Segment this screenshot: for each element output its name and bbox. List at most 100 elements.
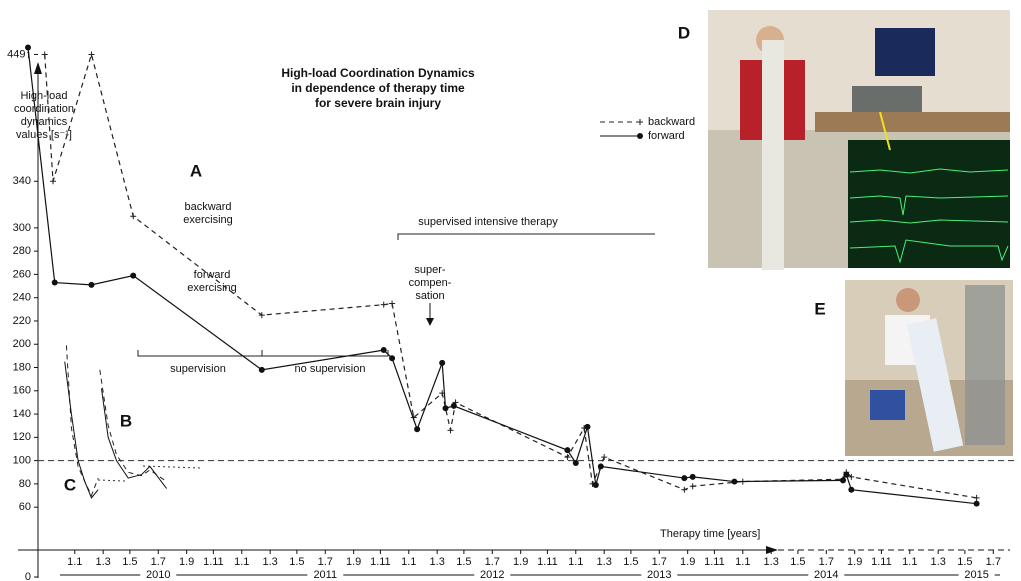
y-axis-label: High-load — [20, 90, 67, 102]
y-tick-label: 60 — [19, 501, 31, 513]
point — [731, 479, 737, 485]
x-tick-label: 1.9 — [847, 556, 862, 568]
annotation: forward — [194, 269, 231, 281]
point — [130, 213, 136, 219]
year-label: 2012 — [480, 569, 504, 581]
x-tick-label: 1.3 — [764, 556, 779, 568]
annotation: D — [678, 23, 690, 42]
annotation: no supervision — [295, 363, 366, 375]
y-tick-label: 100 — [13, 455, 31, 467]
photo-e — [845, 280, 1013, 456]
x-tick-label: 1.7 — [318, 556, 333, 568]
y-tick-label: 0 — [25, 571, 31, 581]
y-tick-label: 180 — [13, 361, 31, 373]
point — [690, 474, 696, 480]
point — [573, 460, 579, 466]
legend-marker — [637, 133, 643, 139]
point — [681, 475, 687, 481]
year-label: 2015 — [964, 569, 988, 581]
title: for severe brain injury — [315, 96, 441, 110]
point — [88, 51, 94, 57]
x-tick-label: 1.1 — [67, 556, 82, 568]
title: High-load Coordination Dynamics — [281, 66, 475, 80]
point — [601, 454, 607, 460]
x-tick-label: 1.5 — [456, 556, 471, 568]
x-tick-label: 1.5 — [122, 556, 137, 568]
x-tick-label: 1.1 — [735, 556, 750, 568]
point — [843, 472, 849, 478]
y-tick-label: 240 — [13, 292, 31, 304]
point — [840, 477, 846, 483]
x-tick-label: 1.5 — [790, 556, 805, 568]
y-tick-label: 340 — [13, 175, 31, 187]
point — [25, 44, 31, 50]
y-tick-label: 120 — [13, 431, 31, 443]
dotted-line — [98, 480, 125, 481]
x-tick-label: 1.5 — [289, 556, 304, 568]
annotation: E — [814, 299, 825, 318]
x-tick-label: 1.9 — [179, 556, 194, 568]
point — [414, 426, 420, 432]
point — [439, 360, 445, 366]
series-line — [100, 370, 167, 482]
y-tick-label: 80 — [19, 478, 31, 490]
y-tick-label: 160 — [13, 385, 31, 397]
point — [50, 178, 56, 184]
x-tick-label: 1.1 — [401, 556, 416, 568]
dotted-line — [143, 466, 200, 468]
x-tick-label: 1.1 — [568, 556, 583, 568]
legend-marker — [637, 119, 643, 125]
annotation: exercising — [187, 282, 237, 294]
x-tick-label: 1.3 — [430, 556, 445, 568]
year-label: 2014 — [814, 569, 838, 581]
year-label: 2011 — [313, 569, 337, 581]
point — [564, 447, 570, 453]
annotation: supervised intensive therapy — [418, 216, 558, 228]
x-tick-label: 1.7 — [652, 556, 667, 568]
point — [681, 487, 687, 493]
x-tick-label: 1.5 — [957, 556, 972, 568]
annotation: supervision — [170, 363, 226, 375]
x-tick-label: 1.3 — [931, 556, 946, 568]
point — [451, 403, 457, 409]
x-tick-label: 1.9 — [513, 556, 528, 568]
title: in dependence of therapy time — [291, 81, 465, 95]
point — [564, 454, 570, 460]
point — [381, 347, 387, 353]
y-axis-label: dynamics — [21, 116, 68, 128]
arrowhead — [426, 318, 434, 326]
point — [42, 51, 48, 57]
point — [593, 482, 599, 488]
point — [389, 301, 395, 307]
x-tick-label: 1.11 — [871, 556, 892, 568]
annotation: C — [64, 475, 76, 494]
point — [974, 501, 980, 507]
annotation: compen- — [409, 277, 452, 289]
x-tick-label: 1.5 — [623, 556, 638, 568]
intensive-bracket — [398, 234, 655, 240]
year-label: 2010 — [146, 569, 170, 581]
y-axis-label: coordination — [14, 103, 74, 115]
x-tick-label: 1.3 — [597, 556, 612, 568]
y-tick-label: 200 — [13, 338, 31, 350]
y-tick-label: 140 — [13, 408, 31, 420]
x-tick-label: 1.7 — [819, 556, 834, 568]
x-tick-label: 1.7 — [485, 556, 500, 568]
point — [848, 487, 854, 493]
x-tick-label: 1.7 — [986, 556, 1001, 568]
point — [443, 405, 449, 411]
year-label: 2013 — [647, 569, 671, 581]
y-tick-label: 300 — [13, 222, 31, 234]
point — [598, 463, 604, 469]
x-tick-label: 1.3 — [96, 556, 111, 568]
annotation: B — [120, 411, 132, 430]
point — [88, 282, 94, 288]
point — [448, 427, 454, 433]
x-tick-label: 1.11 — [370, 556, 391, 568]
point — [584, 424, 590, 430]
annotation: backward — [184, 201, 231, 213]
point — [381, 302, 387, 308]
x-tick-label: 1.3 — [263, 556, 278, 568]
point — [974, 495, 980, 501]
legend-label: backward — [648, 116, 695, 128]
